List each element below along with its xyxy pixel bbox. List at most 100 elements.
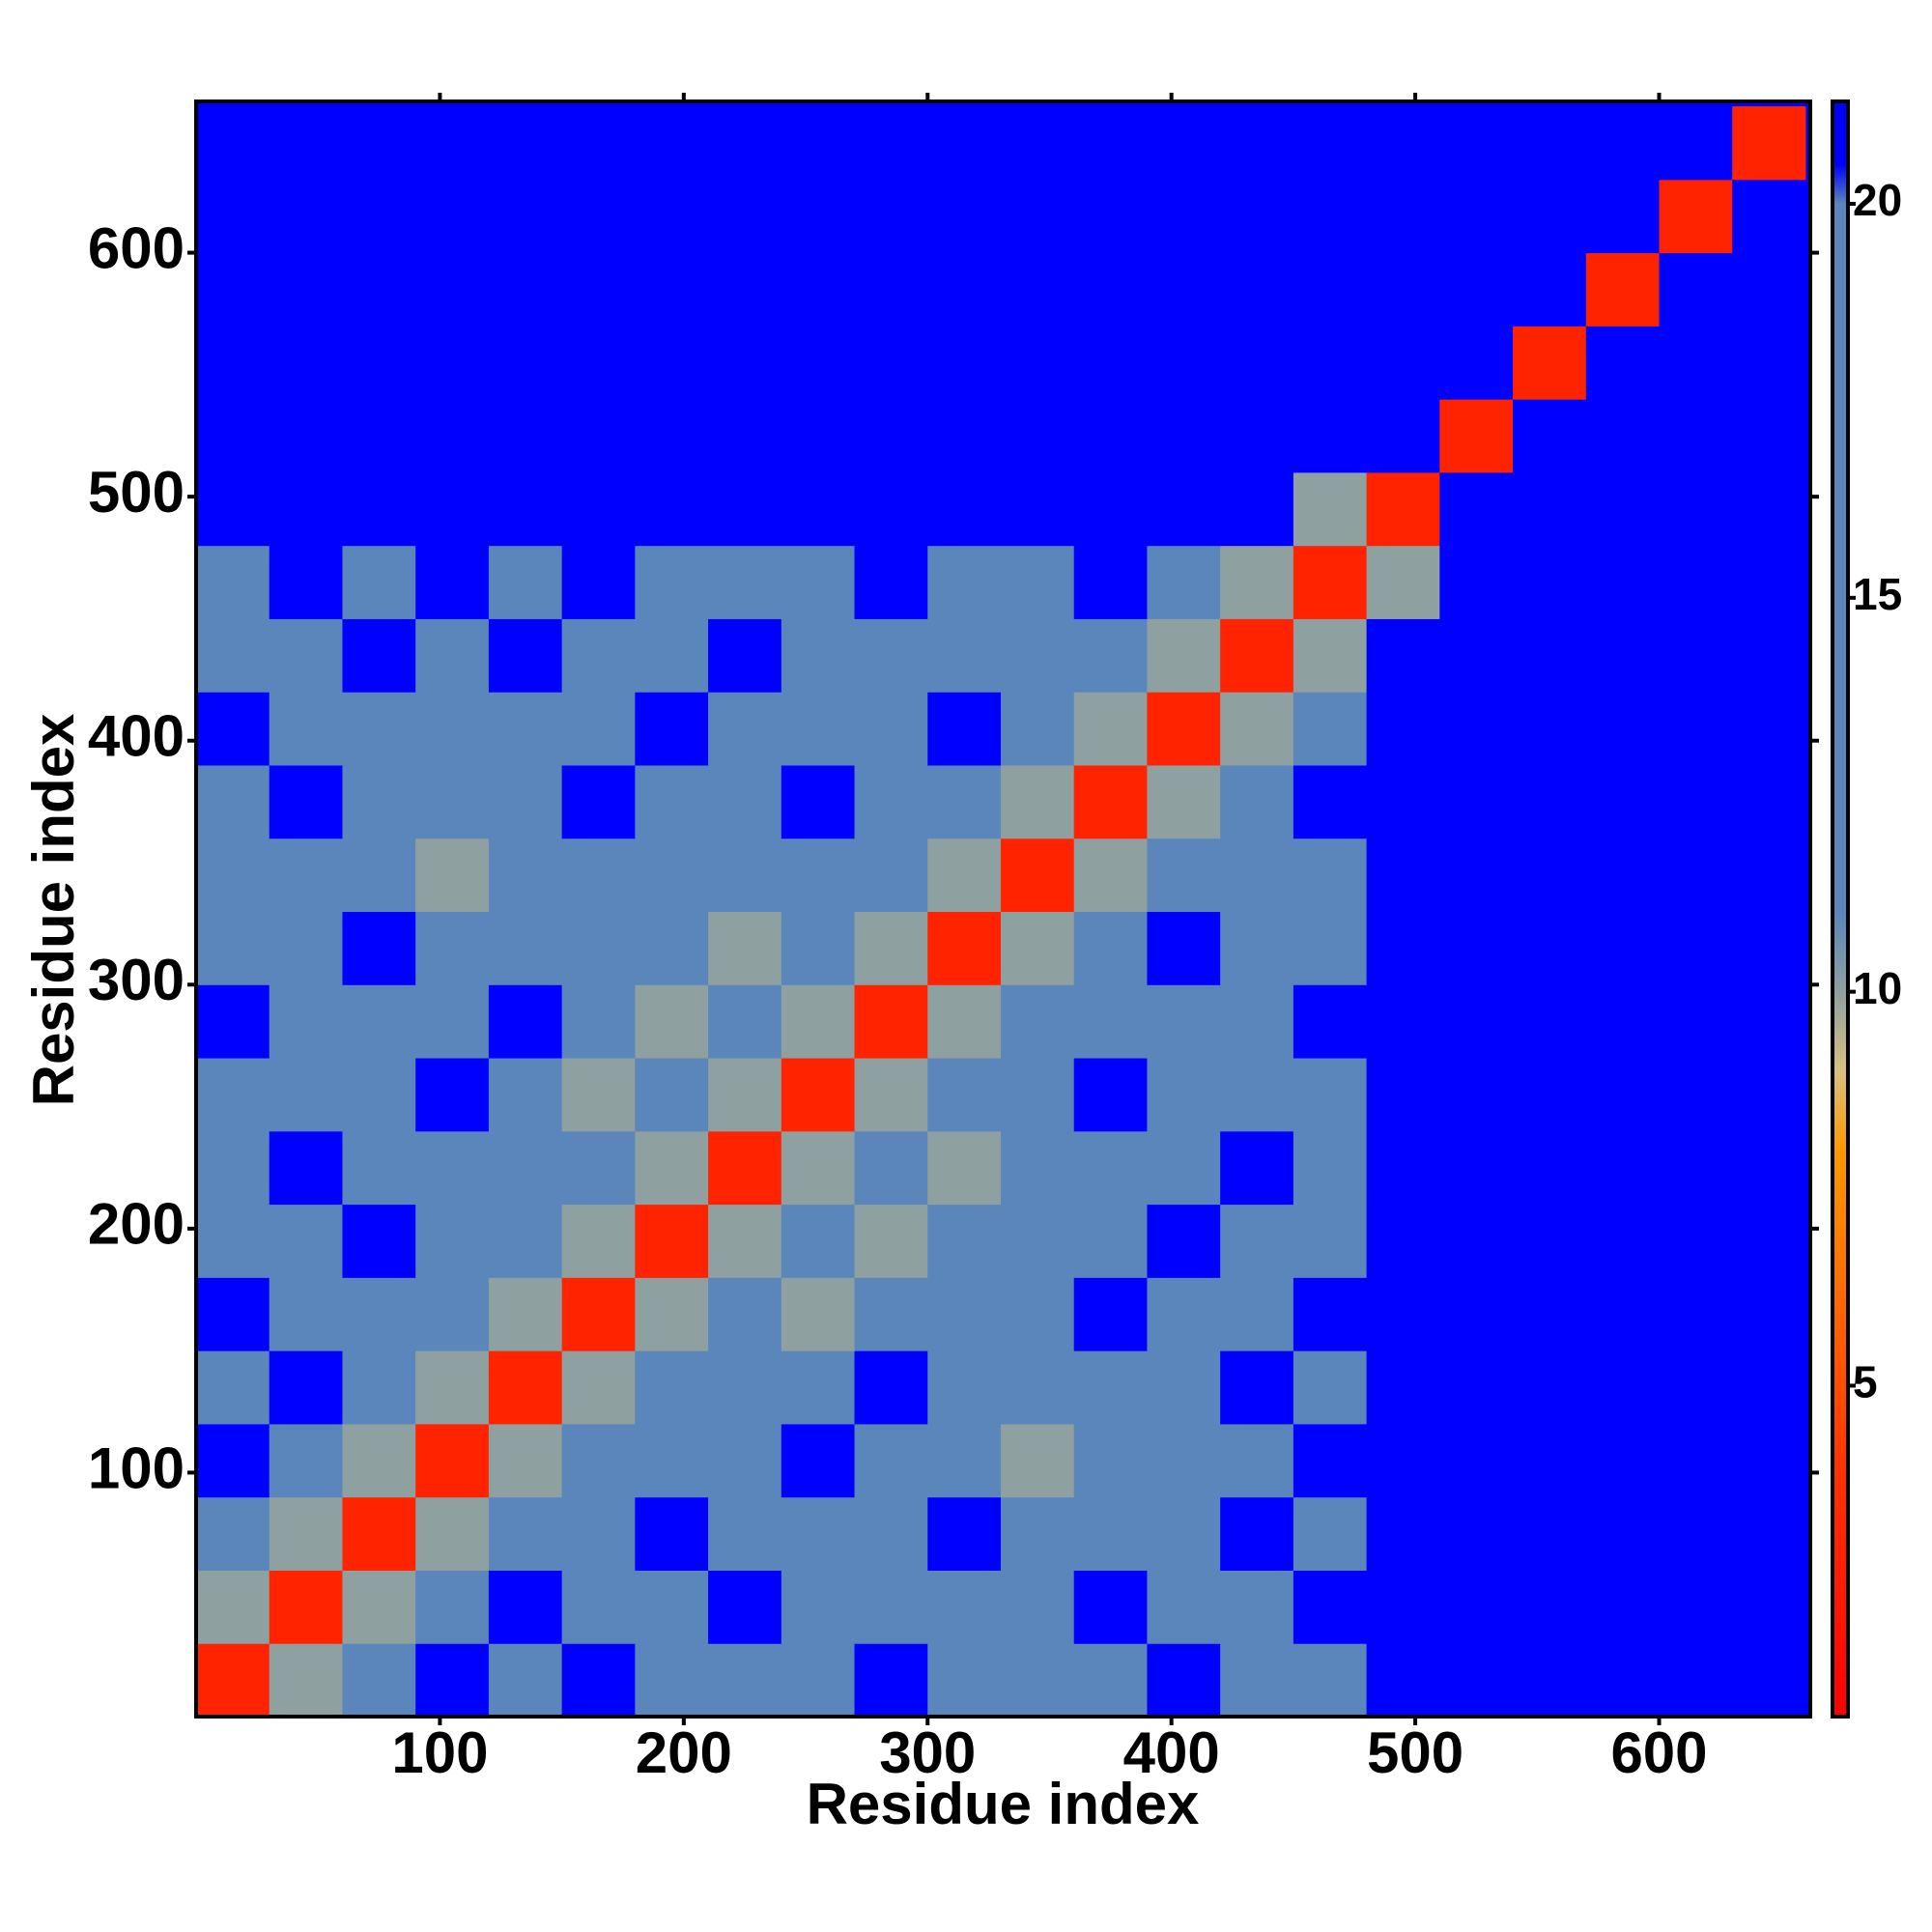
heatmap-cell (927, 1130, 1002, 1206)
heatmap-cell (1585, 471, 1661, 547)
heatmap-cell (927, 471, 1002, 547)
heatmap-cell (781, 1350, 856, 1425)
heatmap-cell (1439, 1130, 1514, 1206)
heatmap-cell (561, 252, 636, 327)
heatmap-cell (561, 764, 636, 839)
heatmap-cell (488, 984, 563, 1059)
heatmap-cell (781, 838, 856, 913)
heatmap-cell (196, 1643, 270, 1718)
heatmap-cell (1659, 106, 1733, 181)
heatmap-cell (1732, 179, 1806, 254)
heatmap-cell (927, 399, 1002, 473)
heatmap-cell (342, 1058, 416, 1132)
heatmap-cell (269, 252, 343, 327)
heatmap-cell (708, 618, 782, 693)
heatmap-cell (1513, 984, 1587, 1059)
heatmap-cell (269, 1423, 343, 1498)
heatmap-cell (1659, 838, 1733, 913)
heatmap-cell (1220, 1130, 1294, 1206)
heatmap-cell (415, 326, 490, 400)
heatmap-cell (635, 911, 709, 985)
heatmap-cell (1000, 399, 1075, 473)
heatmap-cell (1659, 399, 1733, 473)
heatmap-cell (269, 1570, 343, 1644)
heatmap-cell (1585, 1423, 1661, 1498)
heatmap-cell (1366, 692, 1440, 766)
heatmap-cell (1513, 1570, 1587, 1644)
colorbar-tick-label: 10 (1853, 963, 1902, 1013)
heatmap-cell (1366, 1496, 1440, 1571)
heatmap-cell (1366, 1277, 1440, 1351)
heatmap-cell (635, 1058, 709, 1132)
heatmap-cell (927, 1350, 1002, 1425)
heatmap-cell (781, 471, 856, 547)
heatmap-cell (415, 1643, 490, 1718)
heatmap-cell (1732, 326, 1806, 400)
heatmap-cell (781, 179, 856, 254)
heatmap-cell (1732, 764, 1806, 839)
heatmap-cell (1000, 838, 1075, 913)
y-axis-title: Residue index (21, 714, 86, 1107)
heatmap-cell (488, 326, 563, 400)
heatmap-cell (1659, 326, 1733, 400)
heatmap-cell (488, 764, 563, 839)
heatmap-cell (561, 106, 636, 181)
heatmap-cell (854, 1496, 928, 1571)
heatmap-cell (635, 1277, 709, 1351)
heatmap-cell (1659, 471, 1733, 547)
heatmap-cell (1366, 252, 1440, 327)
heatmap-cell (1732, 692, 1806, 766)
heatmap-cell (1147, 618, 1221, 693)
heatmap-cell (1220, 1204, 1294, 1278)
heatmap-cell (1073, 692, 1148, 766)
heatmap-cell (1000, 252, 1075, 327)
heatmap-cell (342, 252, 416, 327)
heatmap-cell (488, 1350, 563, 1425)
heatmap-cell (854, 911, 928, 985)
heatmap-cell (1513, 618, 1587, 693)
heatmap-cell (927, 838, 1002, 913)
heatmap-cell (1585, 1570, 1661, 1644)
heatmap-cell (781, 1130, 856, 1206)
heatmap-cell (196, 1423, 270, 1498)
heatmap-cell (1659, 1496, 1733, 1571)
heatmap-cell (927, 106, 1002, 181)
heatmap-cell (1000, 1350, 1075, 1425)
heatmap-cell (342, 1350, 416, 1425)
heatmap-cell (1659, 618, 1733, 693)
heatmap-cell (415, 984, 490, 1059)
heatmap-cell (708, 1204, 782, 1278)
heatmap-cell (1585, 326, 1661, 400)
heatmap-cell (1585, 984, 1661, 1059)
heatmap-cell (561, 1643, 636, 1718)
heatmap-cell (635, 838, 709, 913)
heatmap-cell (781, 1204, 856, 1278)
heatmap-cell (1659, 911, 1733, 985)
heatmap-cell (1147, 1496, 1221, 1571)
heatmap-cell (196, 252, 270, 327)
heatmap-cell (781, 984, 856, 1059)
heatmap-cell (854, 399, 928, 473)
heatmap-cell (1366, 838, 1440, 913)
heatmap-cell (342, 545, 416, 619)
heatmap-cell (342, 618, 416, 693)
heatmap-cell (488, 1130, 563, 1206)
heatmap-cell (1366, 1643, 1440, 1718)
heatmap-cell (708, 764, 782, 839)
heatmap-cell (196, 545, 270, 619)
heatmap-cell (927, 911, 1002, 985)
heatmap-cell (1147, 1277, 1221, 1351)
heatmap-cell (196, 618, 270, 693)
heatmap-cell (415, 1277, 490, 1351)
heatmap-cell (1000, 1496, 1075, 1571)
heatmap-cell (1439, 399, 1514, 473)
heatmap-cell (1366, 618, 1440, 693)
heatmap-cell (1732, 106, 1806, 181)
heatmap-cell (1732, 911, 1806, 985)
colorbar-tick-label: 15 (1853, 569, 1902, 619)
heatmap-cell (708, 1058, 782, 1132)
heatmap-cell (415, 838, 490, 913)
heatmap-cell (1220, 1496, 1294, 1571)
heatmap-cell (1585, 1277, 1661, 1351)
heatmap-cell (781, 1643, 856, 1718)
